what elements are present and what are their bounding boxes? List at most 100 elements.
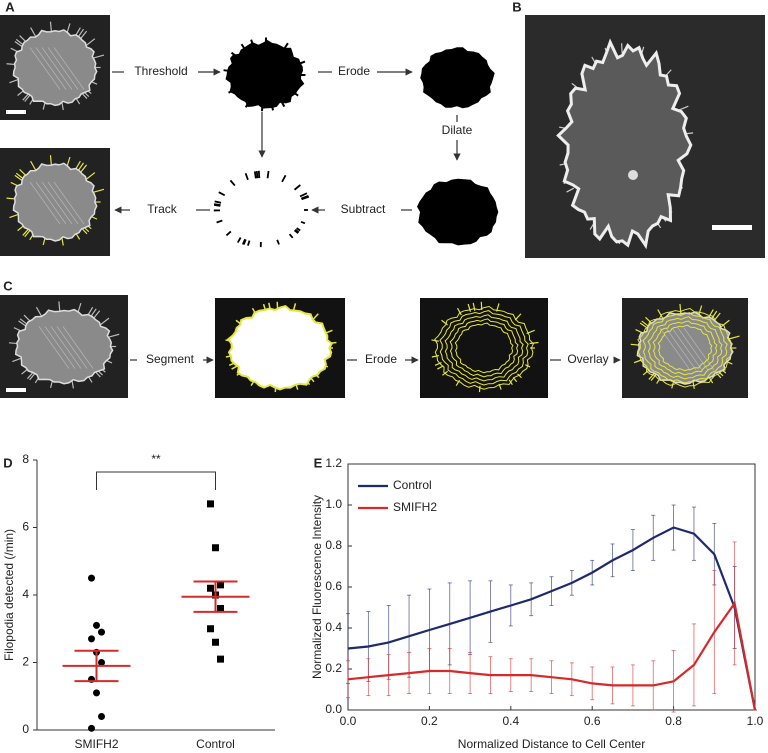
- filopodium: [49, 155, 53, 166]
- filopodium: [281, 174, 287, 183]
- filopodium: [517, 373, 522, 379]
- fiber: [62, 326, 94, 369]
- segmented-cell: [226, 304, 334, 391]
- filopodium: [213, 203, 221, 207]
- fiber: [53, 181, 85, 225]
- filopodium: [648, 372, 655, 380]
- filopodium: [478, 385, 481, 393]
- filopodium: [81, 93, 88, 99]
- data-point: [217, 605, 224, 612]
- fiber: [50, 326, 82, 369]
- filopodium: [467, 303, 472, 312]
- x-tick-label: 0.2: [421, 714, 438, 728]
- filopodium: [99, 317, 110, 326]
- x-tick-label: 0.4: [502, 714, 519, 728]
- y-tick-label: 1.2: [325, 456, 342, 470]
- filopodium: [657, 309, 664, 319]
- filopodium: [266, 170, 270, 179]
- fiber: [683, 327, 715, 371]
- fiber: [659, 327, 691, 371]
- panel-label: B: [512, 0, 521, 14]
- y-axis-label: Normalized Fluorescence Intensity: [310, 495, 324, 679]
- filopodium: [108, 333, 120, 338]
- data-point: [88, 574, 95, 582]
- micrograph: [420, 298, 548, 398]
- erosion-ring: [454, 322, 514, 374]
- filopodium: [241, 238, 246, 245]
- scale-bar: [712, 225, 752, 230]
- step-label: Erode: [338, 64, 370, 78]
- erosion-ring: [637, 307, 733, 388]
- filopodium: [294, 228, 300, 233]
- filopodium: [30, 160, 37, 171]
- filopodium: [85, 38, 96, 46]
- fiber: [35, 47, 67, 90]
- erosion-ring: [434, 305, 535, 390]
- data-point: [212, 544, 219, 552]
- fiber: [29, 47, 61, 90]
- filopodium: [431, 354, 440, 358]
- y-tick-label: 0.8: [325, 538, 342, 552]
- data-point: [207, 500, 214, 508]
- data-point: [217, 655, 224, 663]
- y-tick-label: 0.2: [325, 661, 342, 675]
- filopodium: [441, 319, 448, 326]
- erosion-ring: [642, 312, 728, 384]
- filopodium: [566, 187, 575, 193]
- filopodium: [85, 172, 96, 180]
- filopodium: [293, 184, 301, 191]
- significance-label: **: [151, 452, 161, 466]
- x-tick-label: Control: [196, 737, 235, 751]
- filopodium: [229, 179, 236, 187]
- step-label: Overlay: [567, 352, 608, 366]
- y-tick-label: 0.4: [325, 620, 342, 634]
- x-tick-label: 0.6: [584, 714, 601, 728]
- fiber: [47, 181, 79, 225]
- erosion-ring: [652, 320, 718, 376]
- filopodium: [299, 192, 308, 198]
- filopodium: [58, 301, 61, 312]
- step-label: Threshold: [134, 64, 187, 78]
- filopodium: [22, 228, 29, 236]
- scale-bar: [6, 388, 26, 392]
- filopodium: [18, 320, 27, 327]
- series-line: [347, 526, 757, 711]
- filopodium: [93, 54, 105, 59]
- fiber: [44, 326, 76, 369]
- data-point: [217, 581, 224, 589]
- y-tick-label: 8: [22, 452, 29, 466]
- step-label: Segment: [146, 352, 195, 366]
- significance-bracket: [96, 471, 216, 490]
- filopodium: [14, 40, 23, 48]
- filopodium: [24, 94, 31, 102]
- y-tick-label: 1.0: [325, 497, 342, 511]
- panel-label: C: [3, 278, 13, 293]
- panel-label: A: [5, 0, 15, 14]
- x-tick-label: 1.0: [747, 714, 764, 728]
- filopodium: [301, 195, 310, 201]
- filopodium: [472, 302, 476, 311]
- x-tick-label: 0.0: [340, 714, 357, 728]
- filopodium: [29, 373, 36, 381]
- fiber: [53, 47, 85, 90]
- y-tick-label: 4: [22, 587, 29, 601]
- filopodium: [247, 240, 251, 246]
- filopodium: [236, 237, 242, 243]
- filopodium: [288, 233, 294, 239]
- filopodium: [728, 335, 740, 340]
- panel-label: E: [314, 455, 323, 470]
- y-tick-label: 2: [22, 655, 29, 669]
- y-tick-label: 0.6: [325, 579, 342, 593]
- filopodium: [529, 341, 539, 345]
- y-tick-label: 0: [22, 722, 29, 736]
- filopodium: [720, 319, 730, 328]
- fiber: [29, 181, 61, 225]
- step-label: Erode: [365, 352, 397, 366]
- filopodium: [14, 174, 23, 182]
- filopodium: [26, 372, 34, 380]
- x-tick-label: SMIFH2: [74, 737, 118, 751]
- filopodium: [678, 105, 689, 111]
- filopodium: [296, 227, 301, 232]
- filopodium: [93, 188, 105, 193]
- data-point: [98, 628, 105, 636]
